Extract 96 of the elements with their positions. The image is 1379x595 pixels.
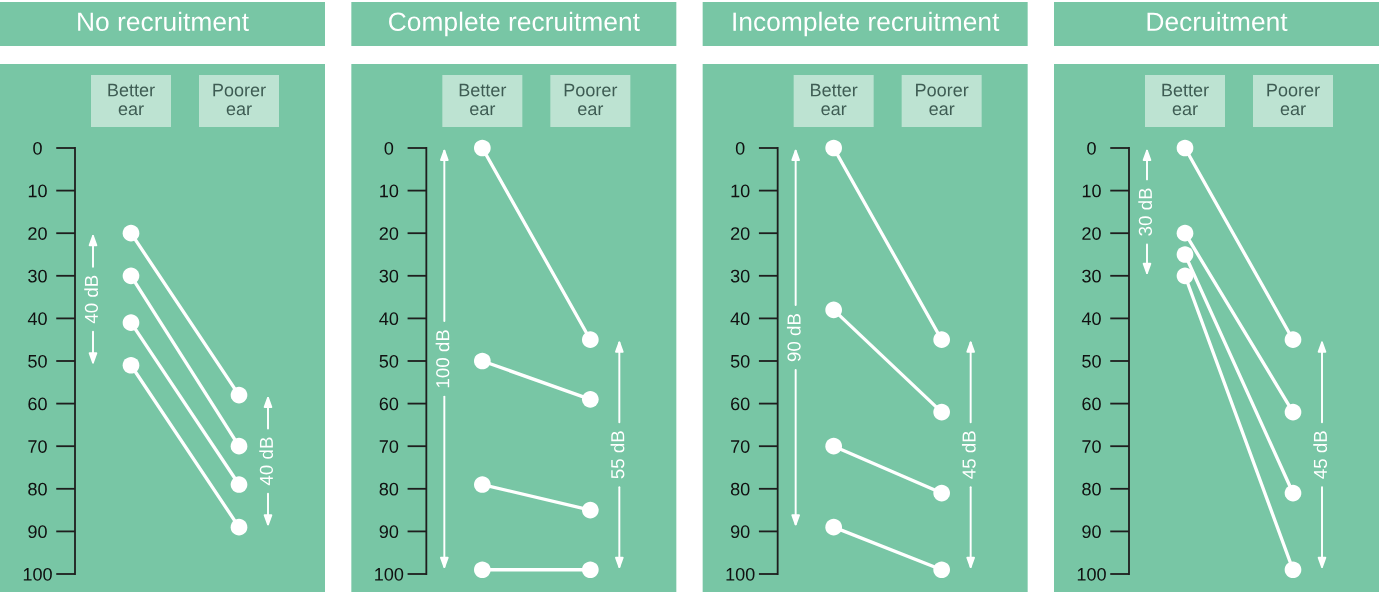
annotation: 30 dB (1138, 188, 1153, 236)
y-tick-label: 60 (1082, 397, 1101, 411)
y-tick-label: 40 (379, 312, 399, 326)
y-tick-label: 40 (27, 312, 47, 326)
y-tick-label: 40 (1081, 312, 1101, 326)
y-tick-label: 60 (731, 397, 750, 411)
annotation: 45 dB (961, 431, 976, 479)
y-tick-label: 80 (28, 482, 47, 496)
y-tick-label: 100 (726, 567, 755, 581)
y-tick-label: 100 (23, 567, 52, 581)
point (1284, 331, 1302, 349)
chart-title: Complete recruitment (389, 11, 640, 37)
y-tick-label: 20 (28, 227, 47, 240)
annotation: 100 dB (435, 330, 450, 388)
y-tick-label: 20 (1082, 227, 1101, 240)
y-tick-label: 0 (33, 141, 42, 155)
y-tick-label: 0 (1087, 141, 1096, 155)
point (933, 331, 950, 349)
point (230, 386, 248, 404)
point (1284, 403, 1302, 421)
y-tick-label: 80 (730, 482, 750, 496)
point (582, 391, 599, 408)
chart-title: Decruitment (1147, 11, 1288, 32)
point (1176, 267, 1194, 285)
y-tick-label: 60 (379, 397, 399, 411)
y-tick-label: 10 (380, 184, 399, 198)
y-tick-label: 10 (1082, 184, 1101, 198)
point (933, 484, 950, 502)
point (582, 501, 599, 519)
y-tick-label: 50 (1082, 354, 1101, 368)
point (122, 356, 140, 374)
point (474, 476, 491, 493)
x-tick-label: Better ear (1162, 83, 1209, 116)
point (474, 561, 491, 579)
y-tick-label: 70 (379, 440, 399, 453)
point (933, 561, 950, 579)
y-tick-label: 30 (730, 269, 750, 283)
point (933, 403, 950, 421)
x-tick-label: Better ear (459, 83, 507, 116)
x-tick-label: Poorer ear (916, 83, 969, 116)
x-tick-label: Poorer ear (1267, 83, 1320, 116)
y-tick-label: 50 (730, 354, 750, 368)
y-tick-label: 90 (1082, 525, 1101, 539)
annotation: 40 dB (84, 275, 99, 324)
y-tick-label: 0 (384, 141, 394, 155)
point (122, 267, 140, 285)
point (474, 352, 491, 370)
point (825, 518, 842, 536)
point (825, 437, 842, 455)
point (1176, 224, 1194, 242)
y-tick-label: 80 (379, 482, 399, 496)
point (122, 314, 140, 331)
y-tick-label: 0 (735, 141, 745, 155)
y-tick-label: 30 (379, 269, 399, 283)
y-tick-label: 10 (28, 184, 47, 198)
y-tick-label: 80 (1082, 482, 1101, 496)
point (122, 224, 140, 242)
point (825, 139, 842, 157)
point (474, 139, 491, 157)
point (230, 437, 248, 455)
point (582, 331, 599, 349)
point (1176, 139, 1194, 157)
point (825, 301, 842, 319)
chart-title: No recruitment (78, 11, 249, 32)
y-tick-label: 100 (375, 567, 404, 581)
point (230, 518, 248, 536)
y-tick-label: 90 (730, 525, 750, 539)
y-tick-label: 70 (1082, 440, 1101, 453)
annotation: 40 dB (259, 437, 274, 486)
y-tick-label: 50 (379, 354, 399, 368)
annotation: 45 dB (1313, 431, 1328, 479)
y-tick-label: 20 (379, 227, 399, 240)
point (1176, 246, 1194, 263)
x-tick-label: Better ear (811, 83, 858, 116)
point (1284, 561, 1302, 579)
y-tick-label: 100 (1077, 567, 1106, 581)
y-tick-label: 90 (379, 525, 399, 539)
y-tick-label: 20 (731, 227, 750, 240)
y-tick-label: 10 (731, 184, 750, 198)
annotation: 55 dB (610, 431, 625, 479)
y-tick-label: 30 (1082, 269, 1101, 283)
chart-title: Incomplete recruitment (733, 11, 1000, 37)
y-tick-label: 70 (28, 440, 47, 453)
x-tick-label: Poorer ear (564, 83, 618, 116)
y-tick-label: 30 (28, 269, 47, 283)
y-tick-label: 60 (28, 397, 47, 411)
point (1284, 484, 1302, 502)
x-tick-label: Better ear (108, 83, 155, 116)
point (582, 561, 599, 579)
y-tick-label: 40 (730, 312, 750, 326)
y-tick-label: 70 (731, 440, 750, 453)
y-tick-label: 50 (28, 354, 47, 368)
x-tick-label: Poorer ear (213, 83, 266, 116)
point (230, 476, 248, 493)
annotation: 90 dB (786, 314, 801, 362)
y-tick-label: 90 (28, 525, 47, 539)
